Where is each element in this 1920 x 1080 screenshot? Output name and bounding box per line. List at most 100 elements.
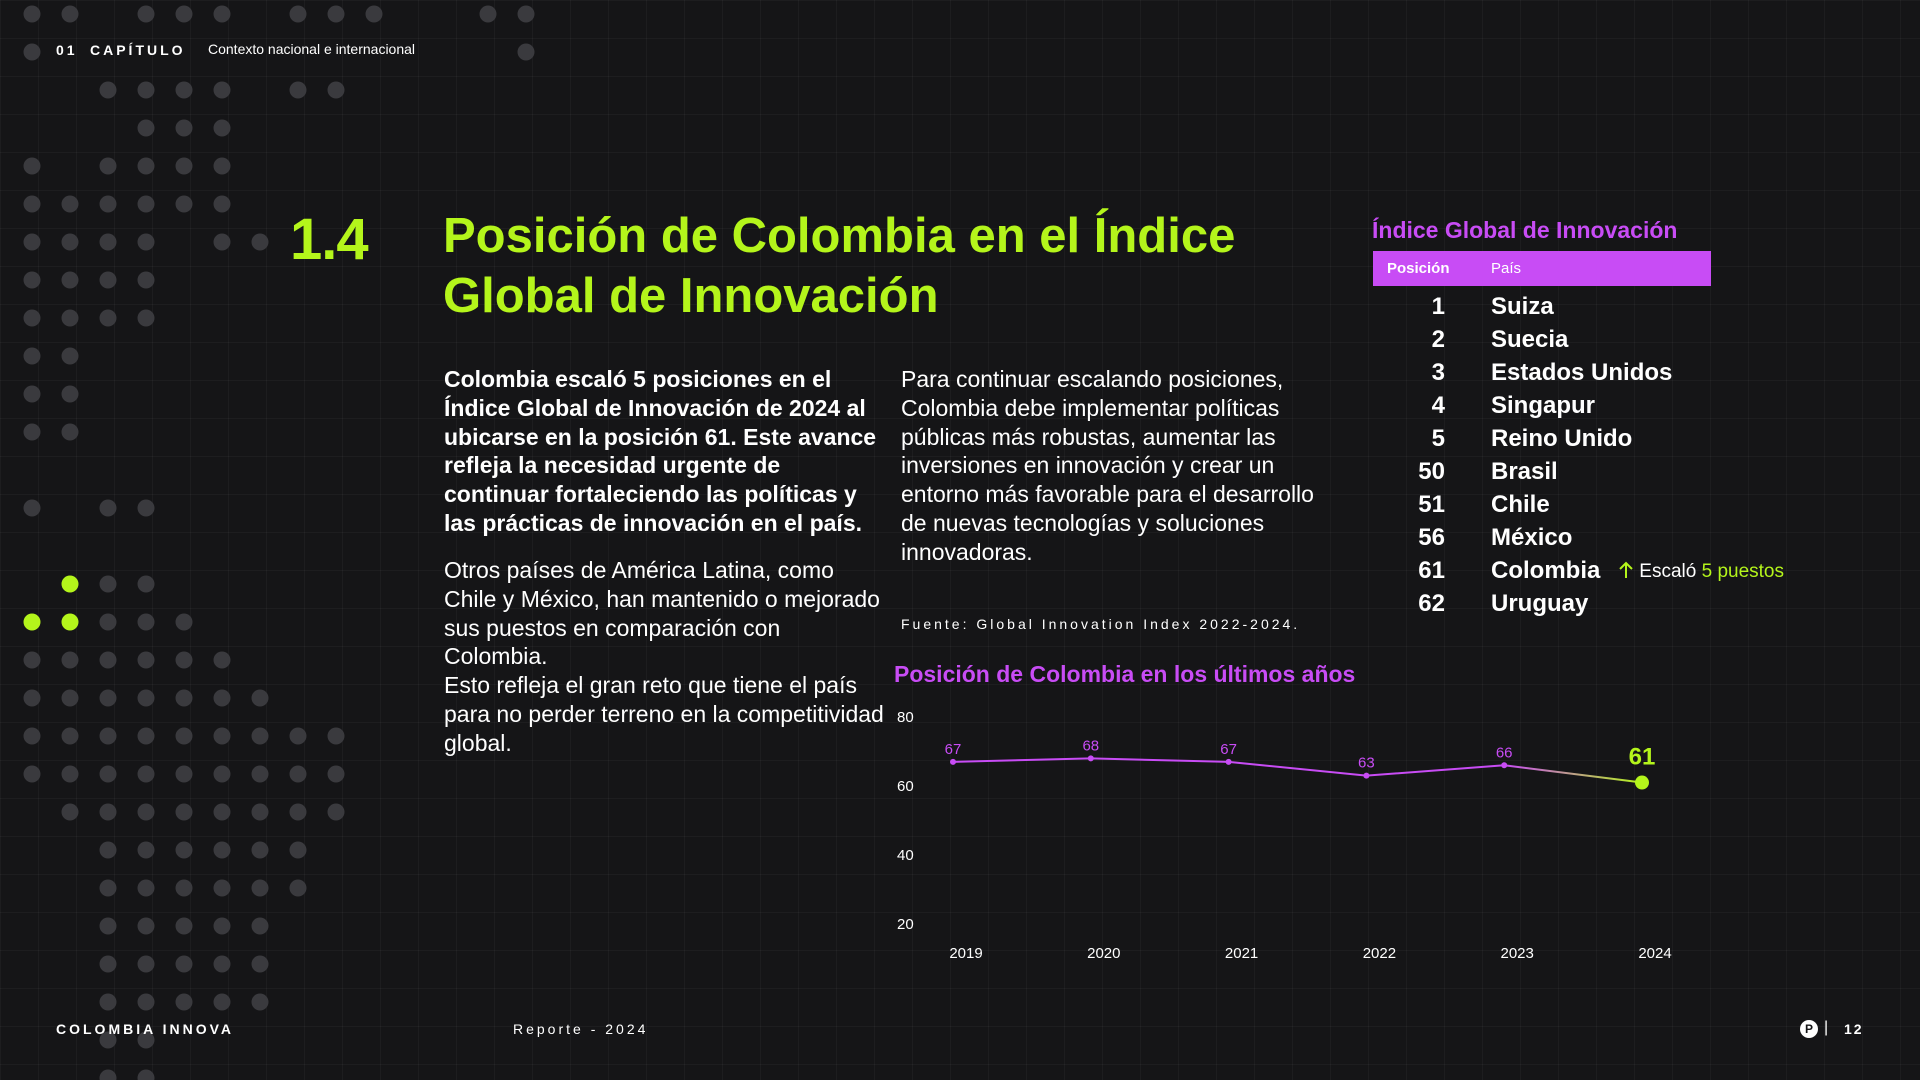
pattern-dot xyxy=(175,993,193,1011)
ranking-row: 5 Reino Unido xyxy=(1373,425,1873,458)
pattern-dot xyxy=(137,993,155,1011)
arrow-up-icon xyxy=(1619,561,1633,578)
x-tick-label: 2022 xyxy=(1363,945,1396,962)
ranking-country: Brasil xyxy=(1491,458,1558,485)
pattern-dot xyxy=(137,1031,155,1049)
pattern-dot xyxy=(251,841,269,859)
ranking-header-country: País xyxy=(1491,260,1522,277)
body-paragraph-left-b: Esto refleja el gran reto que tiene el p… xyxy=(444,672,884,756)
pattern-dot xyxy=(213,195,231,213)
ranking-country: Suecia xyxy=(1491,326,1569,353)
pattern-dot xyxy=(327,765,345,783)
pattern-dot xyxy=(137,841,155,859)
pattern-dot xyxy=(251,879,269,897)
pattern-dot xyxy=(175,879,193,897)
pattern-dot xyxy=(289,879,307,897)
pattern-dot xyxy=(137,651,155,669)
pattern-dot xyxy=(175,157,193,175)
pattern-dot xyxy=(61,651,79,669)
pattern-dot xyxy=(213,803,231,821)
pattern-dot xyxy=(99,955,117,973)
pattern-dot xyxy=(23,727,41,745)
ranking-row: 3 Estados Unidos xyxy=(1373,359,1873,392)
pattern-dot xyxy=(61,385,79,403)
pattern-dot xyxy=(251,993,269,1011)
ranking-position: 56 xyxy=(1418,524,1445,551)
accent-dot xyxy=(23,613,41,631)
accent-dot xyxy=(61,613,79,631)
pattern-dot xyxy=(137,157,155,175)
pattern-dot xyxy=(213,689,231,707)
decorative-dot-pattern xyxy=(23,5,535,1080)
ranking-country: Uruguay xyxy=(1491,590,1589,617)
pattern-dot xyxy=(213,917,231,935)
pattern-dot xyxy=(137,309,155,327)
ranking-row: 1 Suiza xyxy=(1373,293,1873,326)
pattern-dot xyxy=(175,765,193,783)
pattern-dot xyxy=(61,5,79,23)
pattern-dot xyxy=(61,689,79,707)
pattern-dot xyxy=(61,271,79,289)
pattern-dot xyxy=(137,689,155,707)
ranking-position: 2 xyxy=(1431,326,1445,353)
ranking-row: 4 Singapur xyxy=(1373,392,1873,425)
pattern-dot xyxy=(289,765,307,783)
pattern-dot xyxy=(99,575,117,593)
ranking-row: 51 Chile xyxy=(1373,491,1873,524)
ranking-position: 5 xyxy=(1431,425,1445,452)
pattern-dot xyxy=(99,1031,117,1049)
section-number: 1.4 xyxy=(290,207,369,272)
pattern-dot xyxy=(99,689,117,707)
pattern-dot xyxy=(327,81,345,99)
pattern-dot xyxy=(99,81,117,99)
data-label: 67 xyxy=(945,741,962,758)
pattern-dot xyxy=(175,727,193,745)
pattern-dot xyxy=(213,727,231,745)
ranking-country: Singapur xyxy=(1491,392,1596,419)
data-label: 63 xyxy=(1358,755,1375,772)
body-paragraph-left: Otros países de América Latina, como Chi… xyxy=(444,556,884,758)
improvement-badge: Escaló 5 puestos xyxy=(1618,561,1784,583)
pattern-dot xyxy=(175,119,193,137)
source-note: Fuente: Global Innovation Index 2022-202… xyxy=(901,616,1301,632)
pattern-dot xyxy=(251,955,269,973)
data-point xyxy=(1225,758,1232,765)
pattern-dot xyxy=(251,803,269,821)
pattern-dot xyxy=(99,271,117,289)
pattern-dot xyxy=(99,613,117,631)
pattern-dot xyxy=(137,879,155,897)
ranking-country: Colombia xyxy=(1491,557,1601,584)
pattern-dot xyxy=(99,309,117,327)
badge-text: Escaló xyxy=(1639,561,1697,582)
ranking-position: 3 xyxy=(1431,359,1445,386)
pattern-dot xyxy=(365,5,383,23)
data-label: 68 xyxy=(1082,737,1099,754)
ranking-row: 61 Colombia Escaló 5 puestos xyxy=(1373,557,1873,590)
pattern-dot xyxy=(99,195,117,213)
pattern-dot xyxy=(137,5,155,23)
y-tick-label: 40 xyxy=(897,847,914,864)
ranking-header xyxy=(1373,251,1711,286)
chapter-number: 01 xyxy=(56,42,78,58)
pattern-dot xyxy=(99,1069,117,1080)
ranking-title: Índice Global de Innovación xyxy=(1372,217,1678,243)
ranking-row: 56 México xyxy=(1373,524,1873,557)
pattern-dot xyxy=(175,955,193,973)
pattern-dot xyxy=(137,613,155,631)
pattern-dot xyxy=(137,1069,155,1080)
ranking-position: 51 xyxy=(1418,491,1445,518)
pattern-dot xyxy=(61,423,79,441)
pattern-dot xyxy=(289,727,307,745)
pattern-dot xyxy=(61,347,79,365)
pattern-dot xyxy=(99,803,117,821)
pattern-dot xyxy=(175,689,193,707)
pattern-dot xyxy=(137,765,155,783)
pattern-dot xyxy=(213,651,231,669)
pattern-dot xyxy=(137,575,155,593)
pattern-dot xyxy=(99,879,117,897)
pattern-dot xyxy=(23,385,41,403)
data-label: 61 xyxy=(1629,744,1656,771)
pattern-dot xyxy=(327,727,345,745)
pattern-dot xyxy=(23,765,41,783)
pattern-dot xyxy=(99,841,117,859)
